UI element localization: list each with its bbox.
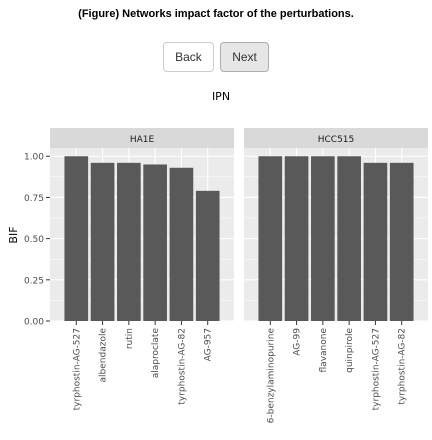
facet-strip xyxy=(244,128,428,148)
x-tick-label: alaproclate xyxy=(151,328,161,379)
x-tick-label: rutin xyxy=(125,328,135,349)
bar xyxy=(363,162,388,321)
next-button[interactable]: Next xyxy=(220,42,269,72)
bar xyxy=(64,156,89,321)
y-tick-label: 0.75 xyxy=(24,194,44,204)
x-tick-label: AG-99 xyxy=(293,328,303,356)
bar xyxy=(90,162,115,321)
y-tick-label: 0.00 xyxy=(24,318,44,328)
x-tick-label: tyrphostin-AG-527 xyxy=(72,328,82,410)
y-axis-label: BIF xyxy=(7,226,20,243)
back-button[interactable]: Back xyxy=(163,42,214,72)
bar xyxy=(143,164,167,321)
y-tick-label: 0.25 xyxy=(24,276,44,286)
bar xyxy=(258,156,283,321)
x-tick-label: quinpirole xyxy=(345,328,355,373)
x-tick-label: flavanone xyxy=(319,328,329,373)
page-title: (Figure) Networks impact factor of the p… xyxy=(78,8,354,20)
bar xyxy=(389,162,414,321)
bar xyxy=(195,190,220,321)
x-tick-label: 6-benzylaminopurine xyxy=(266,328,276,424)
x-tick-label: tyrphostin-AG-82 xyxy=(398,328,408,405)
bar xyxy=(169,167,194,321)
y-tick-label: 0.50 xyxy=(24,235,44,245)
x-tick-label: albendazole xyxy=(99,328,109,383)
navigation-buttons: Back Next xyxy=(0,42,432,72)
chart-title: IPN xyxy=(212,90,230,103)
bar xyxy=(117,162,141,321)
bar xyxy=(337,156,361,321)
x-tick-label: tyrphostin-AG-82 xyxy=(177,328,187,405)
bar xyxy=(284,156,309,321)
facet-label: HCC515 xyxy=(318,135,355,145)
y-tick-label: 1.00 xyxy=(24,153,44,163)
bar xyxy=(311,156,335,321)
x-tick-label: tyrphostin-AG-527 xyxy=(371,328,381,410)
bar-chart: IPN BIF 0.00 0.25 0.50 0.75 1.00 HA1E tyrphost… xyxy=(7,90,428,424)
facet-strip xyxy=(50,128,234,148)
x-tick-label: AG-957 xyxy=(204,328,214,361)
facet-label: HA1E xyxy=(130,135,155,145)
